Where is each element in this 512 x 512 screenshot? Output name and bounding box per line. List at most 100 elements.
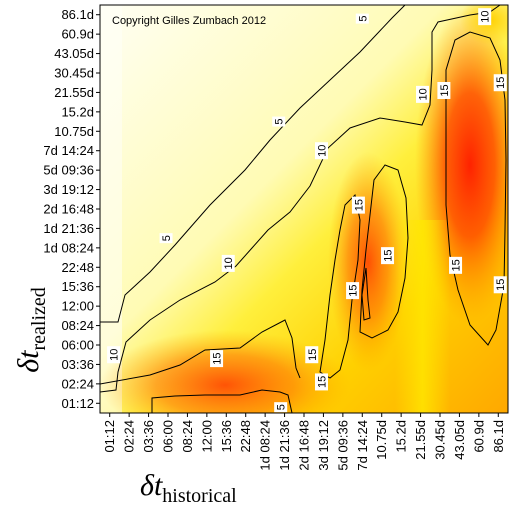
- y-tick-label: 1d 21:36: [43, 221, 94, 236]
- contour-label-5: 5: [272, 116, 286, 127]
- contour-label-15: 15: [305, 346, 319, 364]
- svg-text:10: 10: [480, 11, 492, 23]
- svg-text:15: 15: [316, 376, 328, 388]
- y-tick-label: 15:36: [61, 279, 94, 294]
- contour-label-5: 5: [159, 233, 173, 244]
- svg-text:10: 10: [223, 257, 235, 269]
- svg-text:15: 15: [451, 259, 463, 271]
- y-tick-label: 7d 14:24: [43, 143, 94, 158]
- y-axis-symbol: δt: [12, 350, 45, 373]
- x-tick-label: 15:36: [219, 420, 234, 453]
- contour-label-5: 5: [274, 402, 288, 413]
- svg-text:15: 15: [439, 84, 451, 96]
- contour-label-15: 15: [493, 74, 507, 92]
- contour-5-lower: [151, 389, 293, 413]
- y-tick-label: 3d 19:12: [43, 182, 94, 197]
- y-tick-label: 12:00: [61, 299, 94, 314]
- y-tick-label: 43.05d: [54, 46, 94, 61]
- x-tick-label: 12:00: [199, 420, 214, 453]
- x-tick-label: 43.05d: [452, 420, 467, 460]
- svg-text:15: 15: [495, 279, 507, 291]
- y-tick-label: 60.9d: [61, 27, 94, 42]
- svg-text:15: 15: [495, 77, 507, 89]
- contour-label-5: 5: [355, 13, 369, 24]
- y-tick-label: 01:12: [61, 396, 94, 411]
- y-tick-label: 08:24: [61, 318, 94, 333]
- x-tick-label: 15.2d: [394, 420, 409, 453]
- y-tick-label: 06:00: [61, 338, 94, 353]
- contour-labels: 5 5 5 5 10 10 10 10 10 15 15 15 15 15 15 15 15 15 15: [107, 8, 507, 413]
- y-tick-label: 30.45d: [54, 66, 94, 81]
- y-tick-label: 1d 08:24: [43, 240, 94, 255]
- contour-label-15: 15: [381, 247, 395, 265]
- heatmap-left-strip: [100, 5, 122, 413]
- x-tick-label: 7d 14:24: [355, 420, 370, 471]
- y-tick-label: 5d 09:36: [43, 163, 94, 178]
- x-axis-symbol: δt: [140, 469, 163, 502]
- contour-lines: [100, 5, 507, 413]
- svg-text:5: 5: [274, 119, 286, 125]
- contour-label-10: 10: [107, 346, 121, 364]
- y-tick-label: 02:24: [61, 376, 94, 391]
- x-tick-label: 02:24: [122, 420, 137, 453]
- svg-text:15: 15: [383, 250, 395, 262]
- svg-text:5: 5: [357, 16, 369, 22]
- x-tick-label: 1d 21:36: [277, 420, 292, 471]
- contour-15-short: [100, 319, 301, 385]
- contour-label-15: 15: [314, 373, 328, 391]
- x-tick-label: 30.45d: [433, 420, 448, 460]
- hotspot-mid-horizon: [328, 152, 408, 372]
- x-tick-label: 5d 09:36: [335, 420, 350, 471]
- contour-label-10: 10: [416, 85, 430, 103]
- x-tick-label: 2d 16:48: [297, 420, 312, 471]
- x-tick-label: 3d 19:12: [316, 420, 331, 471]
- y-axis-title: δtrealized: [12, 287, 50, 373]
- copyright-annotation: Copyright Gilles Zumbach 2012: [112, 15, 266, 27]
- contour-label-15: 15: [449, 256, 463, 274]
- heatmap-area: [100, 5, 508, 413]
- svg-text:10: 10: [418, 88, 430, 100]
- svg-text:5: 5: [161, 235, 173, 241]
- y-tick-label: 15.2d: [61, 104, 94, 119]
- contour-label-15: 15: [346, 282, 360, 300]
- x-tick-label: 03:36: [141, 420, 156, 453]
- contour-10-upper: [100, 5, 501, 393]
- hotspot-short-horizon: [100, 330, 350, 413]
- contour-label-15: 15: [351, 196, 365, 214]
- contour-15-mid-right: [359, 164, 409, 339]
- x-axis-title: δthistorical: [140, 469, 237, 507]
- x-tick-label: 08:24: [180, 420, 195, 453]
- y-tick-label: 21.55d: [54, 85, 94, 100]
- x-axis-ticks: 01:12 02:24 03:36 06:00 08:24 12:00 15:36 22:48…: [102, 413, 506, 471]
- svg-text:5: 5: [276, 404, 288, 410]
- contour-15-long: [445, 31, 507, 346]
- contour-15-spike: [361, 267, 371, 321]
- x-tick-label: 1d 08:24: [258, 420, 273, 471]
- x-axis-subscript: historical: [162, 485, 237, 507]
- x-tick-label: 10.75d: [374, 420, 389, 460]
- contour-label-10: 10: [314, 142, 328, 160]
- svg-text:10: 10: [316, 145, 328, 157]
- y-tick-label: 2d 16:48: [43, 202, 94, 217]
- svg-text:15: 15: [348, 284, 360, 296]
- x-tick-label: 06:00: [161, 420, 176, 453]
- x-tick-label: 86.1d: [491, 420, 506, 453]
- contour-label-10: 10: [478, 8, 492, 26]
- contour-label-15: 15: [210, 350, 224, 368]
- valley-band: [395, 220, 450, 413]
- contour-label-10: 10: [221, 254, 235, 272]
- x-tick-label: 21.55d: [413, 420, 428, 460]
- y-tick-label: 10.75d: [54, 124, 94, 139]
- y-tick-label: 03:36: [61, 357, 94, 372]
- x-tick-label: 01:12: [102, 420, 117, 453]
- x-tick-label: 60.9d: [471, 420, 486, 453]
- svg-text:15: 15: [353, 199, 365, 211]
- svg-text:10: 10: [109, 349, 121, 361]
- contour-label-15: 15: [493, 276, 507, 294]
- svg-text:15: 15: [307, 349, 319, 361]
- x-tick-label: 22:48: [238, 420, 253, 453]
- y-axis-ticks: 01:12 02:24 03:36 06:00 08:24 12:00 15:36 22:48…: [43, 7, 100, 411]
- y-tick-label: 22:48: [61, 260, 94, 275]
- y-tick-label: 86.1d: [61, 7, 94, 22]
